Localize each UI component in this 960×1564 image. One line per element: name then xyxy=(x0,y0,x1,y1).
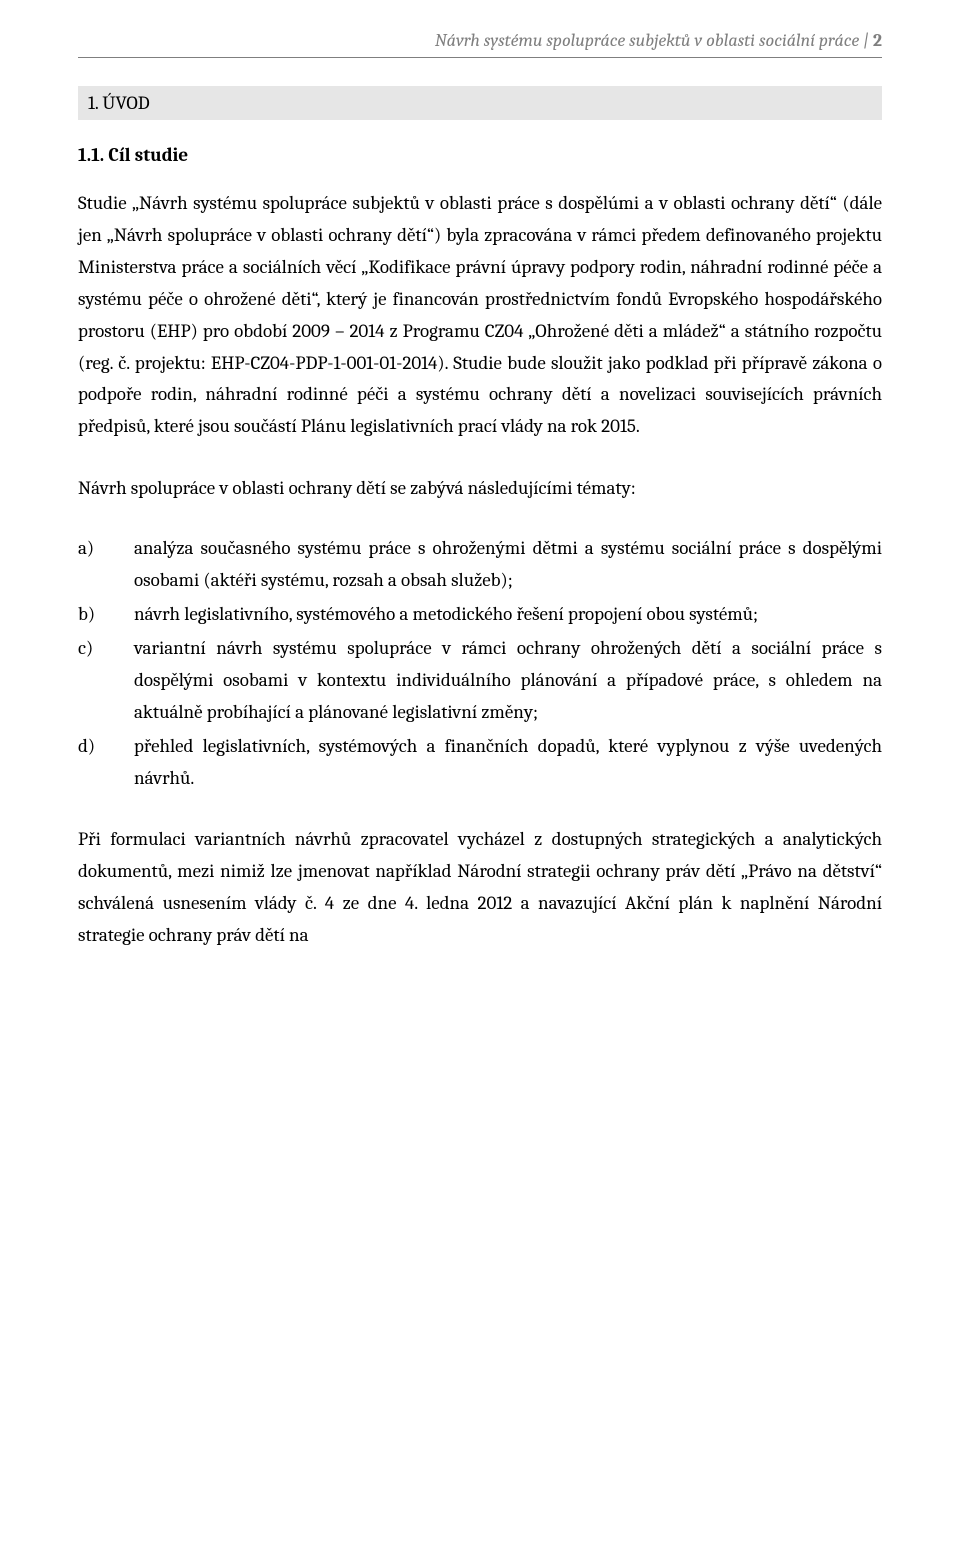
document-page: Návrh systému spolupráce subjektů v … xyxy=(0,0,960,992)
paragraph-1: Studie „Návrh systému spolupráce subj… xyxy=(78,188,882,443)
header-title: Návrh systému spolupráce subjektů v … xyxy=(435,30,859,51)
list-content: přehled legislativních, systémových a… xyxy=(134,731,882,795)
list-content: návrh legislativního, systémového a … xyxy=(134,599,882,631)
list-item: c) variantní návrh systému spoluprác… xyxy=(78,633,882,729)
section-title: ÚVOD xyxy=(102,92,149,114)
subsection-title: Cíl studie xyxy=(108,144,188,166)
list-marker: a) xyxy=(78,533,134,597)
page-header: Návrh systému spolupráce subjektů v … xyxy=(78,30,882,58)
subsection-heading: 1.1. Cíl studie xyxy=(78,144,882,166)
list-marker: b) xyxy=(78,599,134,631)
section-number: 1. xyxy=(88,92,98,114)
list-content: variantní návrh systému spolupráce v… xyxy=(134,633,882,729)
subsection-number: 1.1. xyxy=(78,144,104,166)
list-marker: c) xyxy=(78,633,134,729)
list-content: analýza současného systému práce s … xyxy=(134,533,882,597)
list-item: b) návrh legislativního, systémového… xyxy=(78,599,882,631)
list-marker: d) xyxy=(78,731,134,795)
header-separator: | xyxy=(863,30,873,51)
enumerated-list: a) analýza současného systému práce… xyxy=(78,533,882,794)
section-heading: 1. ÚVOD xyxy=(78,86,882,120)
list-item: a) analýza současného systému práce… xyxy=(78,533,882,597)
header-page-number: 2 xyxy=(873,30,882,51)
closing-paragraph: Při formulaci variantních návrhů zpra… xyxy=(78,824,882,952)
list-item: d) přehled legislativních, systémovýc… xyxy=(78,731,882,795)
list-intro: Návrh spolupráce v oblasti ochrany dě… xyxy=(78,473,882,505)
